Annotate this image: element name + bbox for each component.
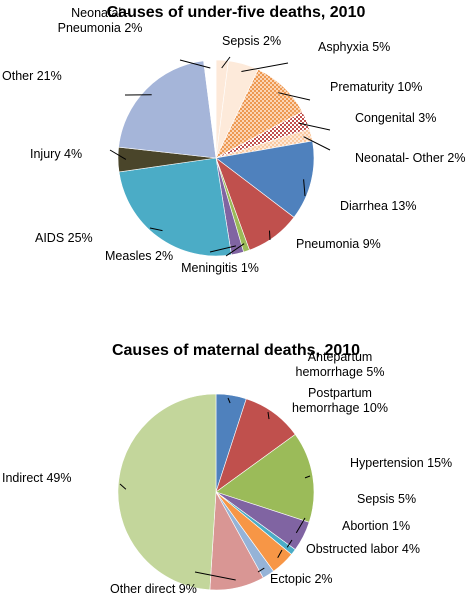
slice-label-line: Prematurity 10% — [330, 80, 422, 94]
leader-line — [179, 59, 211, 69]
slice-label: Diarrhea 13% — [340, 199, 416, 213]
slice-label: Obstructed labor 4% — [306, 542, 420, 556]
slice-label-line: Obstructed labor 4% — [306, 542, 420, 556]
slice-label: Indirect 49% — [2, 471, 71, 485]
pie-slice-other — [118, 60, 217, 159]
leader-line — [303, 179, 306, 197]
slice-label: Sepsis 2% — [222, 34, 281, 48]
slice-label-line: Measles 2% — [105, 249, 173, 263]
slice-label-line: Injury 4% — [30, 147, 82, 161]
slice-label: Ectopic 2% — [270, 572, 333, 586]
slice-label-line: Diarrhea 13% — [340, 199, 416, 213]
slice-label: Congenital 3% — [355, 111, 436, 125]
slice-label-line: Other 21% — [2, 69, 62, 83]
leader-line — [295, 517, 306, 534]
slice-label: Hypertension 15% — [350, 456, 452, 470]
slice-label: Pneumonia 9% — [296, 237, 381, 251]
leader-line — [299, 122, 331, 131]
slice-label-line: AIDS 25% — [35, 231, 93, 245]
slice-label: Asphyxia 5% — [318, 40, 390, 54]
slice-label-line: Meningitis 1% — [181, 261, 259, 275]
slice-label-line: Hypertension 15% — [350, 456, 452, 470]
under-five-deaths-chart: Causes of under-five deaths, 2010 Sepsis… — [2, 4, 465, 275]
slice-label-line: Abortion 1% — [342, 519, 410, 533]
slice-label: Other direct 9% — [110, 582, 197, 595]
maternal-deaths-chart: Causes of maternal deaths, 2010 Antepart… — [2, 342, 452, 595]
slice-label: Injury 4% — [30, 147, 82, 161]
leader-line — [109, 149, 127, 160]
slice-label-line: Asphyxia 5% — [318, 40, 390, 54]
pie-slice-hypertension — [215, 433, 315, 523]
pie-slice-neonatal-pneumonia — [203, 59, 217, 159]
label-leaders — [109, 56, 331, 257]
leader-line — [194, 571, 236, 581]
slice-label-line: Antepartum — [308, 350, 373, 364]
slice-label: Meningitis 1% — [181, 261, 259, 275]
leader-line — [227, 397, 231, 404]
leader-line — [149, 227, 163, 232]
leader-line — [303, 136, 331, 151]
slice-label: Postpartum hemorrhage 10% — [292, 386, 388, 415]
slice-label-line: Neonatal- Other 2% — [355, 151, 465, 165]
slice-label-line: Other direct 9% — [110, 582, 197, 595]
slice-labels: Antepartum hemorrhage 5%Postpartum hemorrh… — [2, 350, 452, 595]
slice-label: Antepartum hemorrhage 5% — [296, 350, 385, 379]
slice-label: Neonatal -Pneumonia 2% — [58, 6, 143, 35]
leader-line — [304, 475, 311, 479]
slice-label: Abortion 1% — [342, 519, 410, 533]
leader-line — [225, 243, 245, 257]
slice-label: Prematurity 10% — [330, 80, 422, 94]
leader-line — [278, 92, 311, 101]
slice-label-line: Pneumonia 9% — [296, 237, 381, 251]
leader-line — [267, 411, 270, 420]
leader-line — [221, 56, 231, 69]
slice-label-line: Sepsis 2% — [222, 34, 281, 48]
slice-label-line: Postpartum — [308, 386, 372, 400]
leader-line — [257, 567, 265, 573]
slice-label-line: Neonatal - — [71, 6, 129, 20]
leader-line — [209, 245, 237, 253]
slice-label-line: hemorrhage 5% — [296, 365, 385, 379]
pie-slice-diarrhea — [215, 140, 315, 218]
slice-label-line: Ectopic 2% — [270, 572, 333, 586]
slice-label-line: Sepsis 5% — [357, 492, 416, 506]
pie-slice-indirect — [117, 393, 217, 591]
leader-line — [119, 483, 127, 490]
leader-line — [277, 549, 283, 558]
pie-slices — [117, 59, 315, 257]
slice-label-line: Congenital 3% — [355, 111, 436, 125]
leader-line — [286, 539, 293, 548]
slice-label: AIDS 25% — [35, 231, 93, 245]
slice-label: Neonatal- Other 2% — [355, 151, 465, 165]
slice-label-line: Pneumonia 2% — [58, 21, 143, 35]
slice-labels: Sepsis 2% Asphyxia 5% Prematurity 10% Conge… — [2, 6, 465, 275]
slice-label: Other 21% — [2, 69, 62, 83]
slice-label-line: hemorrhage 10% — [292, 401, 388, 415]
slice-label: Measles 2% — [105, 249, 173, 263]
label-leaders — [119, 397, 311, 581]
slice-label-line: Indirect 49% — [2, 471, 71, 485]
pie-slices — [117, 393, 315, 591]
chart-title: Causes of maternal deaths, 2010 — [112, 342, 360, 359]
slice-label: Sepsis 5% — [357, 492, 416, 506]
leader-line — [241, 62, 289, 72]
pie-slice-aids — [118, 157, 232, 257]
chart-title: Causes of under-five deaths, 2010 — [107, 4, 366, 21]
leader-line — [269, 230, 271, 241]
